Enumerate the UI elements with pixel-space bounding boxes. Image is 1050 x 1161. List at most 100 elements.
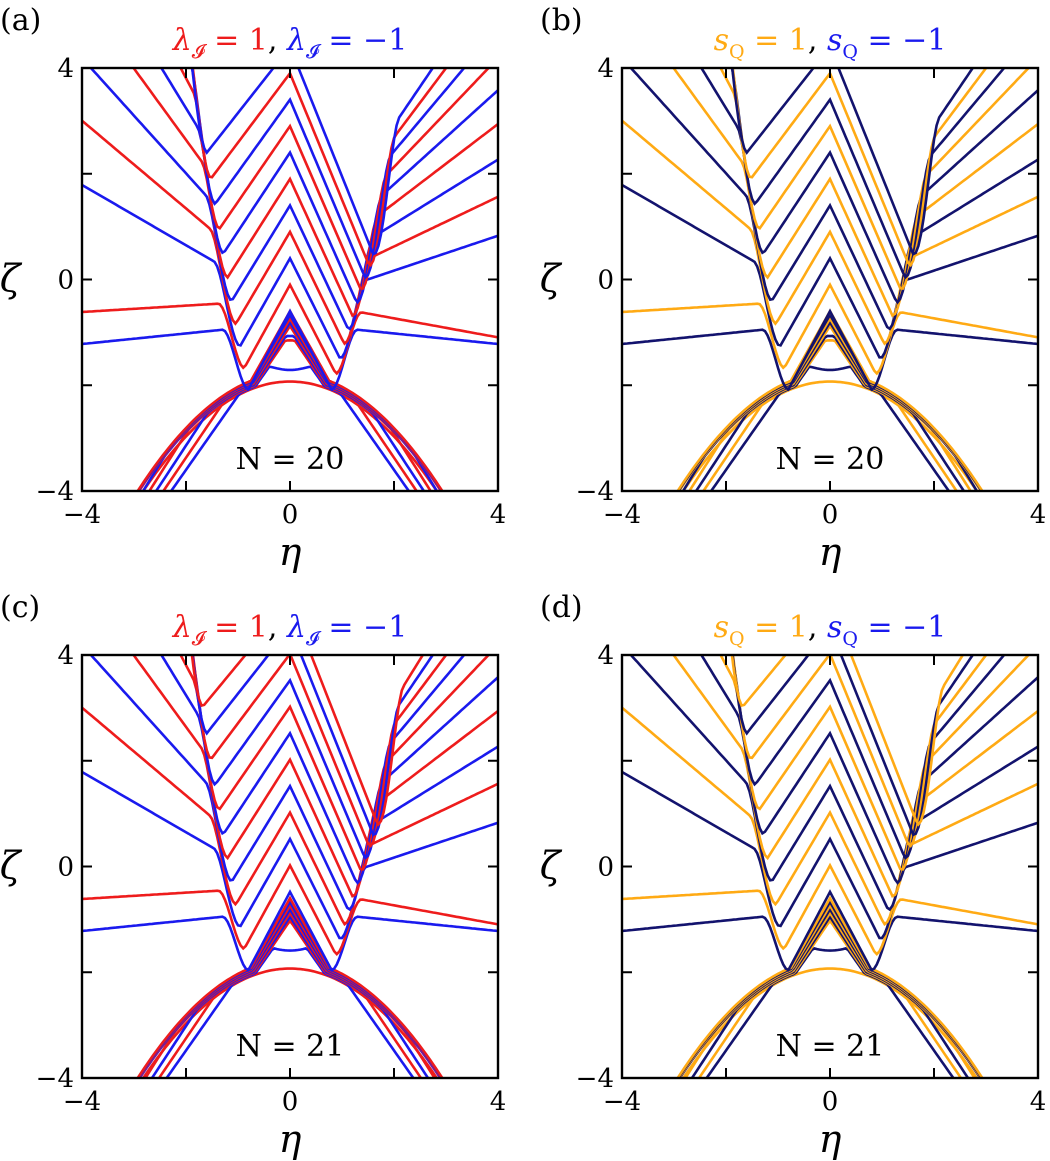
level-curve <box>82 183 498 359</box>
y-tick-label: 0 <box>57 266 74 296</box>
x-tick-label: −4 <box>603 500 641 530</box>
y-axis-label: ζ <box>0 844 23 888</box>
x-axis-label: η <box>279 1117 302 1161</box>
legend: λ𝓘 = 1, λ𝓘 = −1 <box>172 23 408 63</box>
level-curve <box>676 895 984 1078</box>
x-tick-label: 0 <box>822 1087 839 1117</box>
level-curve <box>622 119 1038 346</box>
legend-relation: = −1 <box>319 610 407 645</box>
level-curve <box>159 655 498 885</box>
y-tick-label: 0 <box>57 853 74 883</box>
level-curve <box>690 914 970 1078</box>
legend-subscript: 𝓘 <box>192 628 208 650</box>
level-curve <box>165 946 415 1078</box>
legend-relation: = 1 <box>205 610 268 645</box>
x-axis-label: η <box>819 530 842 574</box>
level-curve <box>622 706 1038 927</box>
y-tick-label: 4 <box>57 54 74 84</box>
level-curve <box>687 323 973 491</box>
level-curve <box>82 770 498 940</box>
panel-label: (d) <box>540 590 583 625</box>
plot-area <box>622 68 1038 491</box>
level-curve <box>697 918 963 1078</box>
x-tick-label: 4 <box>1030 1087 1047 1117</box>
legend-symbol: s <box>714 610 729 645</box>
legend-subscript: Q <box>729 628 745 650</box>
level-curve <box>719 68 1031 291</box>
y-tick-label: −4 <box>36 477 74 507</box>
y-tick-label: −4 <box>576 477 614 507</box>
level-curve <box>730 68 975 256</box>
level-curve <box>82 119 498 346</box>
legend-relation: = 1 <box>745 23 808 58</box>
level-curve <box>622 282 1038 376</box>
level-curve <box>141 319 439 491</box>
level-curve <box>622 889 1038 972</box>
level-curve <box>143 910 437 1078</box>
legend-symbol: λ <box>172 610 192 645</box>
panel-label: (b) <box>540 3 583 38</box>
level-curve <box>622 183 1038 359</box>
level-curve <box>82 889 498 972</box>
legend-symbol: s <box>714 23 729 58</box>
y-axis-label: ζ <box>0 257 23 301</box>
level-curve <box>622 308 1038 392</box>
level-curve <box>705 946 955 1078</box>
level-curve <box>629 655 1038 912</box>
level-curve <box>622 770 1038 940</box>
x-axis-label: η <box>279 530 302 574</box>
level-curve <box>157 918 423 1078</box>
legend: sQ = 1, sQ = −1 <box>714 610 947 650</box>
legend-relation: = −1 <box>858 23 946 58</box>
y-tick-label: −4 <box>36 1064 74 1094</box>
legend-subscript: Q <box>842 628 858 650</box>
plot-area <box>82 68 498 491</box>
level-curve <box>82 862 498 956</box>
legend-symbol: s <box>827 23 842 58</box>
level-curve <box>132 655 498 898</box>
legend-symbol: λ <box>172 23 192 58</box>
level-curve <box>82 282 498 376</box>
legend-relation: = 1 <box>745 610 808 645</box>
y-axis-label: ζ <box>540 844 563 888</box>
x-tick-label: 4 <box>490 500 507 530</box>
level-curve <box>179 655 491 871</box>
level-curve <box>730 68 1006 280</box>
legend: sQ = 1, sQ = −1 <box>714 23 947 63</box>
level-curve <box>169 365 411 491</box>
panel-label: (a) <box>0 3 41 38</box>
level-curve <box>89 68 498 331</box>
y-tick-label: −4 <box>576 1064 614 1094</box>
legend-symbol: s <box>827 610 842 645</box>
y-tick-label: 0 <box>597 266 614 296</box>
level-curve <box>683 910 977 1078</box>
level-curve <box>89 655 498 912</box>
plot-frame <box>80 66 500 493</box>
level-curve <box>179 68 491 291</box>
level-curve <box>191 655 448 848</box>
level-curve <box>150 914 430 1078</box>
legend-separator: , <box>808 610 827 645</box>
y-tick-label: 0 <box>597 853 614 883</box>
legend-relation: = 1 <box>205 23 268 58</box>
level-curve <box>136 895 444 1078</box>
legend-subscript: 𝓘 <box>192 41 208 63</box>
level-curve <box>731 655 975 837</box>
level-curve <box>672 655 1038 898</box>
level-curve <box>681 319 979 491</box>
x-tick-label: 4 <box>1030 500 1047 530</box>
legend-subscript: 𝓘 <box>306 41 322 63</box>
level-curve <box>190 68 466 280</box>
level-curve <box>629 68 1038 331</box>
level-curve <box>699 68 1038 305</box>
level-curve <box>82 706 498 927</box>
level-curve <box>622 862 1038 956</box>
legend: λ𝓘 = 1, λ𝓘 = −1 <box>172 610 408 650</box>
legend-relation: = −1 <box>319 23 407 58</box>
level-curve <box>730 655 1006 860</box>
level-curve <box>719 655 1031 871</box>
